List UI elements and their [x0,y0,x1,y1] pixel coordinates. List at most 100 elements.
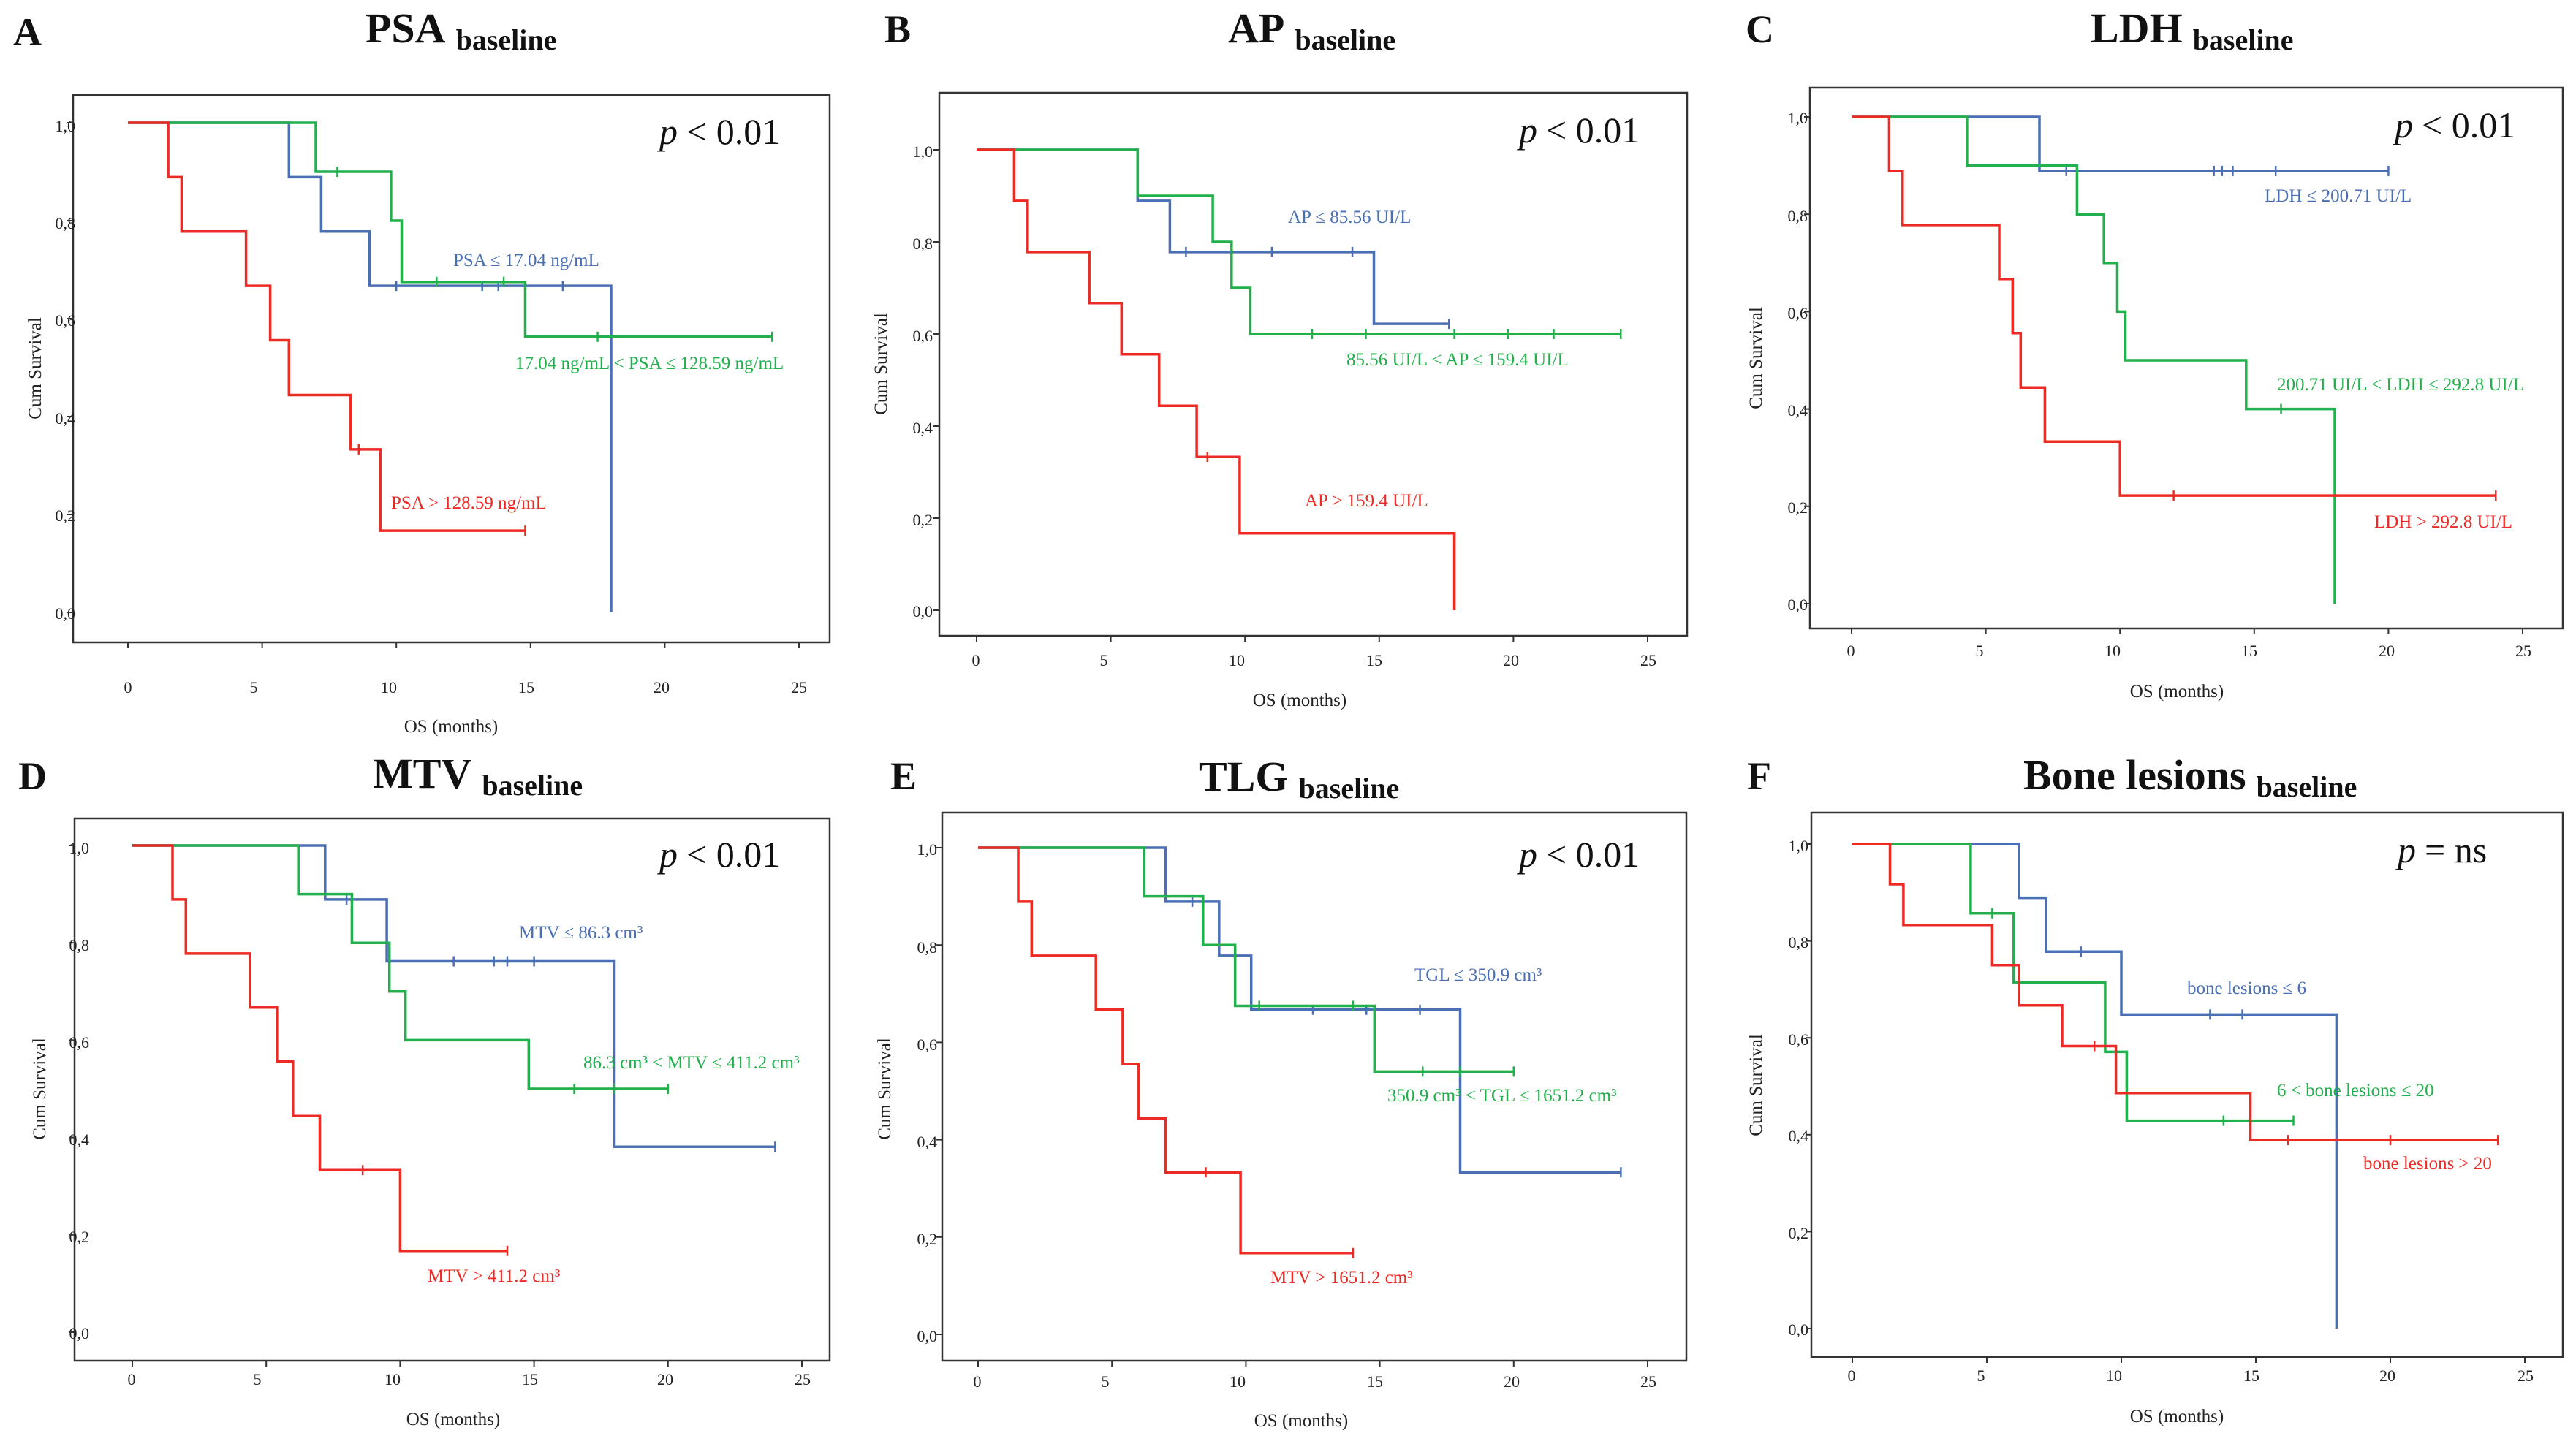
panel-b-xticks: 0 5 10 15 20 25 [972,651,1657,669]
panel-c-xtick-1: 5 [1976,642,1984,660]
panel-e-pvalue-symbol: p [1517,834,1537,875]
panel-a-xtick-5: 25 [791,678,807,696]
panel-d-ylabel: Cum Survival [30,1038,50,1140]
panel-a-series-1-curve [128,121,773,338]
panel-a-title-sub: baseline [456,23,557,56]
panel-a-title-main: PSA [365,4,446,52]
panel-e-xtick-0: 0 [974,1372,982,1391]
panel-f-ytick-3: 0,6 [1789,1030,1809,1049]
panel-f-xtick-2: 10 [2106,1367,2122,1385]
panel-a-series-0-label: PSA ≤ 17.04 ng/mL [453,251,599,270]
panel-c-pvalue: p < 0.01 [2393,104,2515,145]
panel-b-series-0-label: AP ≤ 85.56 UI/L [1288,208,1411,227]
panel-b-xlabel: OS (months) [1253,691,1346,710]
panel-d-title-main: MTV [373,750,471,797]
panel-a-ytick-3: 0,6 [56,311,76,330]
panel-c-series-1-curve [1852,115,2336,604]
panel-c-letter: C [1746,7,1774,51]
panel-e-pvalue: p < 0.01 [1517,834,1640,875]
panel-a-xtick-2: 10 [381,678,397,696]
panel-b-ytick-3: 0,6 [913,327,933,345]
panel-e-xtick-4: 20 [1504,1372,1520,1391]
panel-e-ytick-5: 1,0 [917,840,938,859]
panel-e-yticks: 0,0 0,2 0,4 0,6 0,8 1,0 [917,840,938,1345]
panel-c-xtick-5: 25 [2515,642,2531,660]
panel-e-title-sub: baseline [1299,772,1400,805]
panel-f-title-main: Bone lesions [2023,751,2246,799]
panel-e-xlabel: OS (months) [1254,1411,1348,1431]
panel-f-curves [1806,843,2526,1363]
panel-e-plot-frame [941,811,1688,1362]
panel-d-series-0-label: MTV ≤ 86.3 cm³ [519,923,643,943]
panel-c-pvalue-text: < 0.01 [2422,104,2515,145]
panel-c-title-sub: baseline [2193,23,2294,56]
panel-e-curves [936,846,1648,1367]
panel-d-xlabel: OS (months) [406,1410,500,1429]
panel-d-xtick-0: 0 [128,1370,136,1388]
panel-d-xtick-5: 25 [795,1370,811,1388]
panel-a-letter: A [13,10,42,54]
panel-a-series-1-label: 17.04 ng/mL < PSA ≤ 128.59 ng/mL [515,354,784,373]
panel-d-xtick-3: 15 [522,1370,538,1388]
panel-d-xtick-1: 5 [254,1370,262,1388]
panel-b-ytick-4: 0,8 [913,235,933,253]
panel-b-letter: B [884,7,911,51]
panel-c-ytick-1: 0,2 [1788,498,1808,517]
panel-e-xticks: 0 5 10 15 20 25 [974,1372,1657,1391]
panel-c-series-1-label: 200.71 UI/L < LDH ≤ 292.8 UI/L [2277,375,2524,395]
panel-a-yticks: 0,0 0,2 0,4 0,6 0,8 1,0 [56,117,76,623]
panel-b-series-2-curve [977,148,1456,610]
panel-f-xtick-1: 5 [1977,1367,1985,1385]
panel-c-ytick-4: 0,8 [1788,207,1808,225]
panel-b-ylabel: Cum Survival [871,313,891,415]
panel-e-ytick-1: 0,2 [917,1230,938,1248]
panel-e-ytick-4: 0,8 [917,938,938,957]
panel-e-series-1-label: 350.9 cm³ < TGL ≤ 1651.2 cm³ [1387,1086,1617,1106]
panel-c-yticks: 0,0 0,2 0,4 0,6 0,8 1,0 [1788,109,1808,614]
panel-d-title: MTV baseline [373,750,583,802]
panel-a-ylabel: Cum Survival [26,317,45,419]
panel-a-xtick-3: 15 [518,678,534,696]
panel-b-series-2-label: AP > 159.4 UI/L [1305,491,1428,511]
panel-b-pvalue-text: < 0.01 [1546,110,1640,151]
panel-f-ytick-5: 1,0 [1789,837,1809,855]
panel-c-title: LDH baseline [2091,4,2293,56]
panel-e-ylabel: Cum Survival [875,1038,895,1140]
panel-b-ytick-5: 1,0 [913,142,933,161]
panel-b-yticks: 0,0 0,2 0,4 0,6 0,8 1,0 [913,142,933,620]
panel-a-plot-frame [72,94,831,644]
panel-c-title-main: LDH [2091,4,2183,52]
panel-c-ylabel: Cum Survival [1746,307,1766,409]
panel-c-ytick-5: 1,0 [1788,109,1808,127]
panel-f-series-0-curve [1852,843,2338,1329]
panel-a: A PSA baseline p < 0.01 0,0 0,2 0,4 0,6 0,… [13,4,831,737]
panel-a-xtick-4: 20 [654,678,670,696]
panel-f-pvalue-text: = ns [2425,829,2487,870]
panel-f: F Bone lesions baseline p = ns 0,0 0,2 0,4… [1746,751,2564,1426]
panel-f-xtick-0: 0 [1848,1367,1856,1385]
panel-f-xtick-3: 15 [2243,1367,2259,1385]
panel-e-series-2-label: MTV > 1651.2 cm³ [1270,1268,1413,1288]
panel-f-ylabel: Cum Survival [1746,1034,1766,1136]
panel-f-series-1-label: 6 < bone lesions ≤ 20 [2277,1081,2434,1101]
panel-d-series-2-label: MTV > 411.2 cm³ [428,1266,561,1286]
panel-f-xtick-4: 20 [2379,1367,2395,1385]
panel-b-xtick-5: 25 [1640,651,1656,669]
panel-d-curves [69,844,803,1367]
panel-a-ytick-1: 0,2 [56,506,76,525]
panel-b-curves [933,148,1648,642]
panel-d-pvalue: p < 0.01 [657,834,780,875]
panel-f-xlabel: OS (months) [2130,1407,2224,1426]
panel-b-ytick-1: 0,2 [913,511,933,529]
panel-c-ytick-2: 0,4 [1788,401,1808,419]
panel-d-yticks: 0,0 0,2 0,4 0,6 0,8 1,0 [69,839,90,1342]
panel-d-xticks: 0 5 10 15 20 25 [128,1370,811,1388]
panel-e-letter: E [890,754,917,798]
panel-d-letter: D [18,754,47,798]
panel-b-xtick-2: 10 [1229,651,1245,669]
panel-d-ytick-1: 0,2 [69,1228,90,1246]
panel-d-series-1-curve [132,844,668,1090]
panel-a-xlabel: OS (months) [404,717,498,737]
panel-d-ytick-0: 0,0 [69,1324,90,1342]
